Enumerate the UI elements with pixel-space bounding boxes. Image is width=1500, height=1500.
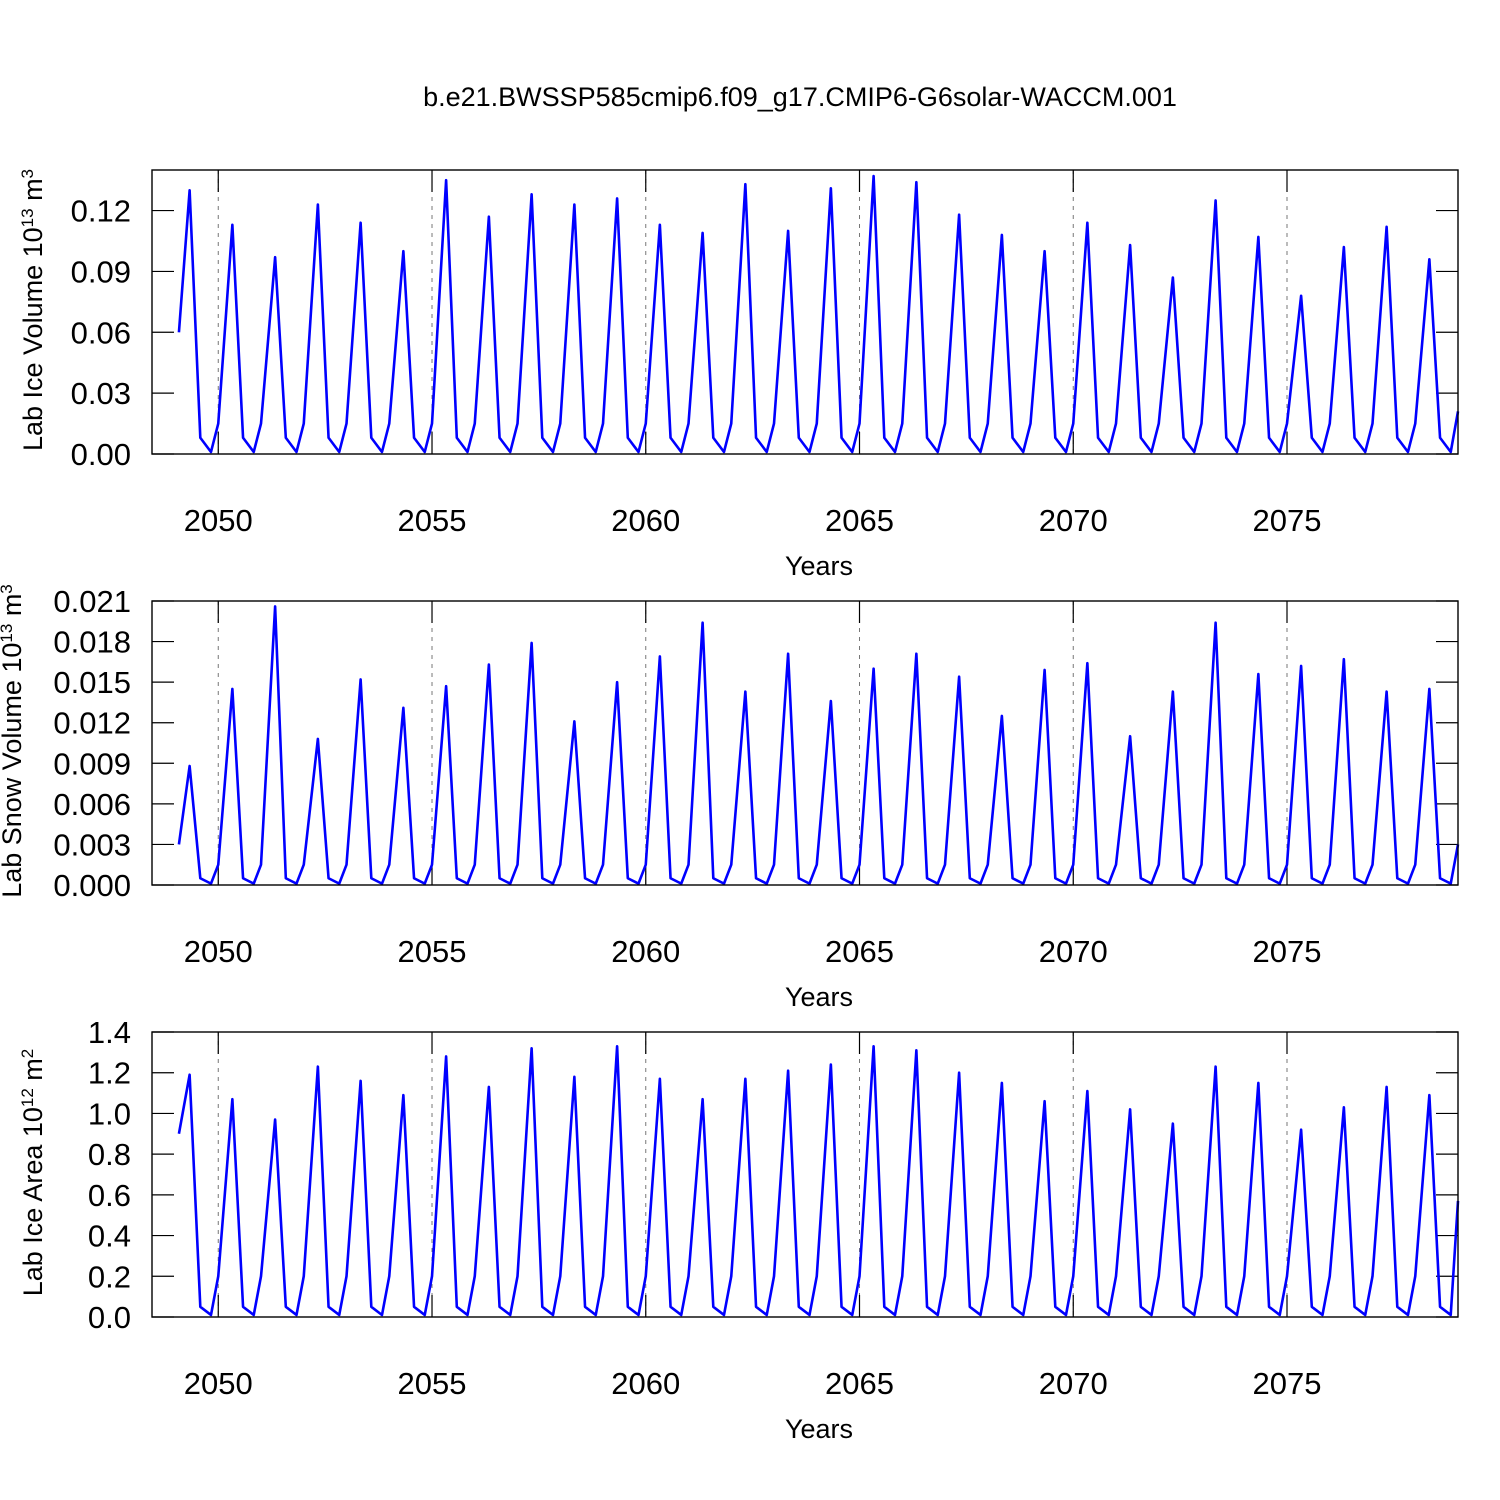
x-axis-label: Years	[785, 551, 853, 581]
y-tick-label: 0.12	[71, 194, 131, 229]
y-tick-label: 0.006	[53, 787, 131, 822]
y-tick-label: 1.0	[88, 1096, 131, 1131]
y-tick-label: 0.09	[71, 254, 131, 289]
x-tick-label: 2050	[184, 1366, 253, 1401]
x-tick-label: 2075	[1253, 934, 1322, 969]
y-axis-label-part: Lab Ice Volume 10	[18, 227, 48, 451]
y-tick-label: 0.009	[53, 746, 131, 781]
x-tick-label: 2060	[611, 934, 680, 969]
y-tick-label: 0.2	[88, 1259, 131, 1294]
plot-frame	[151, 169, 1459, 455]
x-tick-label: 2050	[184, 503, 253, 538]
x-axis-label: Years	[785, 982, 853, 1012]
x-tick-label: 2065	[825, 1366, 894, 1401]
data-line	[177, 605, 1460, 885]
x-tick-label: 2055	[398, 1366, 467, 1401]
data-line	[177, 1044, 1460, 1317]
y-axis-label: Lab Ice Area 1012 m2	[18, 1049, 49, 1297]
x-tick-label: 2075	[1253, 1366, 1322, 1401]
y-axis-label-exponent: 13	[0, 624, 16, 643]
y-axis-label: Lab Ice Volume 1013 m3	[18, 169, 49, 451]
x-tick-label: 2075	[1253, 503, 1322, 538]
y-tick-label: 0.4	[88, 1219, 131, 1254]
x-tick-label: 2070	[1039, 503, 1108, 538]
y-tick-label: 0.021	[53, 584, 131, 619]
y-axis-label-exponent: 12	[18, 1088, 37, 1107]
y-axis-label-exponent: 2	[18, 1049, 37, 1058]
y-tick-label: 0.6	[88, 1178, 131, 1213]
y-tick-label: 0.03	[71, 376, 131, 411]
y-tick-label: 1.2	[88, 1056, 131, 1091]
y-axis-label-exponent: 3	[18, 169, 37, 178]
x-tick-label: 2070	[1039, 1366, 1108, 1401]
y-tick-label: 0.003	[53, 827, 131, 862]
x-tick-label: 2060	[611, 1366, 680, 1401]
x-axis-label: Years	[785, 1414, 853, 1444]
y-tick-label: 1.4	[88, 1015, 131, 1050]
x-tick-label: 2065	[825, 934, 894, 969]
y-axis-label-part: m	[18, 178, 48, 208]
y-axis-label-exponent: 13	[18, 208, 37, 227]
y-axis-label-part: m	[0, 594, 27, 624]
y-tick-label: 0.018	[53, 625, 131, 660]
y-tick-label: 0.0	[88, 1300, 131, 1335]
x-tick-label: 2050	[184, 934, 253, 969]
y-tick-label: 0.00	[71, 437, 131, 472]
x-tick-label: 2065	[825, 503, 894, 538]
plot-frame	[151, 600, 1459, 886]
plot-frame	[151, 1031, 1459, 1318]
x-tick-label: 2070	[1039, 934, 1108, 969]
y-tick-label: 0.8	[88, 1137, 131, 1172]
y-tick-label: 0.015	[53, 665, 131, 700]
y-axis-label-part: Lab Snow Volume 10	[0, 643, 27, 898]
y-axis-label-part: m	[18, 1058, 48, 1088]
y-axis-label-part: Lab Ice Area 10	[18, 1107, 48, 1296]
y-tick-label: 0.012	[53, 706, 131, 741]
x-tick-label: 2055	[398, 934, 467, 969]
y-axis-label: Lab Snow Volume 1013 m3	[0, 584, 27, 898]
data-line	[177, 174, 1460, 454]
y-tick-label: 0.000	[53, 868, 131, 903]
x-tick-label: 2055	[398, 503, 467, 538]
y-tick-label: 0.06	[71, 315, 131, 350]
chart-title: b.e21.BWSSP585cmip6.f09_g17.CMIP6-G6sola…	[423, 82, 1177, 112]
y-axis-label-exponent: 3	[0, 584, 16, 593]
x-tick-label: 2060	[611, 503, 680, 538]
